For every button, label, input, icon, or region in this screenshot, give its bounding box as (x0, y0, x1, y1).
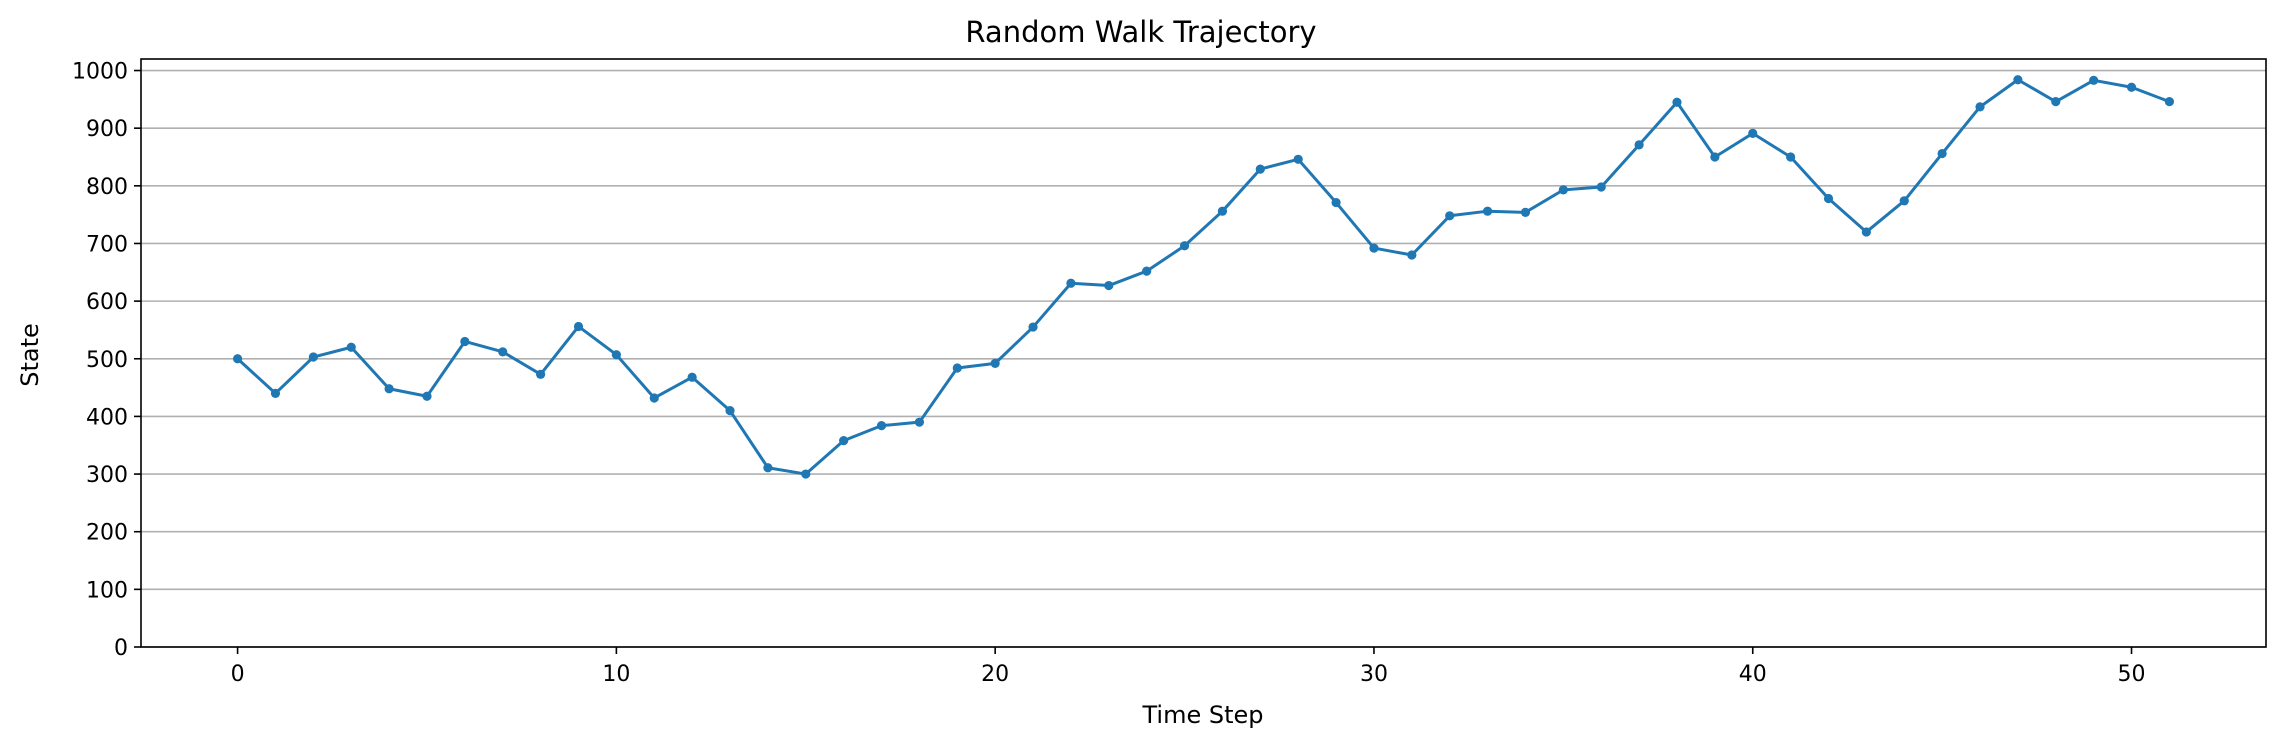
data-point (611, 350, 621, 360)
data-point (384, 384, 394, 394)
data-point (308, 352, 318, 362)
y-tick-label: 300 (86, 463, 128, 488)
data-point (839, 436, 849, 446)
data-point (1066, 278, 1076, 288)
y-axis-title: State (16, 323, 44, 387)
data-point (1179, 241, 1190, 251)
y-tick-label: 400 (86, 405, 128, 430)
data-point (1142, 266, 1152, 276)
data-point (1217, 206, 1228, 216)
data-point (1748, 128, 1758, 138)
data-point (1710, 152, 1720, 162)
data-point (1823, 193, 1834, 204)
data-point (1975, 102, 1985, 112)
y-tick-label: 1000 (72, 60, 128, 85)
x-tick-label: 40 (1739, 662, 1767, 687)
data-point (876, 421, 887, 431)
data-point (725, 406, 735, 416)
data-point (914, 417, 925, 427)
data-point (952, 363, 962, 373)
data-point (270, 388, 281, 398)
data-point (1861, 227, 1871, 237)
y-tick-label: 0 (114, 636, 128, 661)
data-point (232, 354, 243, 364)
y-tick-label: 200 (86, 521, 128, 546)
data-point (1028, 322, 1038, 332)
x-tick-label: 0 (231, 662, 245, 687)
y-tick-label: 700 (86, 232, 128, 257)
y-tick-label: 900 (86, 117, 128, 142)
data-point (1293, 154, 1303, 164)
x-tick-label: 10 (602, 662, 630, 687)
data-point (1104, 280, 1114, 291)
data-point (460, 336, 470, 347)
data-point (763, 463, 773, 473)
axes-layer: 0 100 200 300 400 500 600 700 800 900 1000 0 10 20 30 4… (72, 58, 2267, 687)
data-point (498, 347, 508, 357)
data-point (1937, 148, 1947, 159)
chart-title: Random Walk Trajectory (965, 15, 1316, 49)
data-point (1899, 196, 1909, 206)
data-point (1369, 243, 1379, 253)
data-point (1407, 250, 1417, 260)
x-tick-label: 50 (2118, 662, 2146, 687)
data-point (346, 342, 356, 352)
data-point (2089, 75, 2099, 85)
data-point (1482, 206, 1493, 216)
y-tick-label: 800 (86, 175, 128, 200)
data-point (1445, 211, 1455, 221)
data-point (990, 358, 1000, 368)
y-tick-label: 100 (86, 578, 128, 603)
data-point (422, 391, 432, 401)
x-tick-label: 30 (1360, 662, 1388, 687)
data-point (2013, 75, 2023, 85)
y-tick-label: 600 (86, 290, 128, 315)
data-point (1558, 185, 1568, 195)
data-point (1331, 197, 1341, 208)
plot-frame (140, 58, 2267, 648)
data-point (2164, 97, 2175, 107)
data-point (536, 369, 546, 379)
data-point (573, 321, 584, 332)
data-point (801, 469, 811, 479)
data-point (687, 372, 697, 382)
x-tick-label: 20 (981, 662, 1009, 687)
data-point (1520, 207, 1531, 217)
data-point (1255, 164, 1265, 174)
data-point (1786, 152, 1796, 162)
x-axis-title: Time Step (1141, 701, 1263, 729)
data-point (2051, 97, 2061, 107)
y-tick-label: 500 (86, 348, 128, 373)
series-line (236, 78, 2170, 476)
series-layer (232, 75, 2175, 479)
data-point (649, 393, 659, 403)
data-point (1672, 97, 1682, 107)
data-point (1634, 140, 1644, 150)
data-point (1596, 182, 1606, 192)
data-point (2126, 82, 2137, 92)
grid-layer (141, 69, 2266, 648)
